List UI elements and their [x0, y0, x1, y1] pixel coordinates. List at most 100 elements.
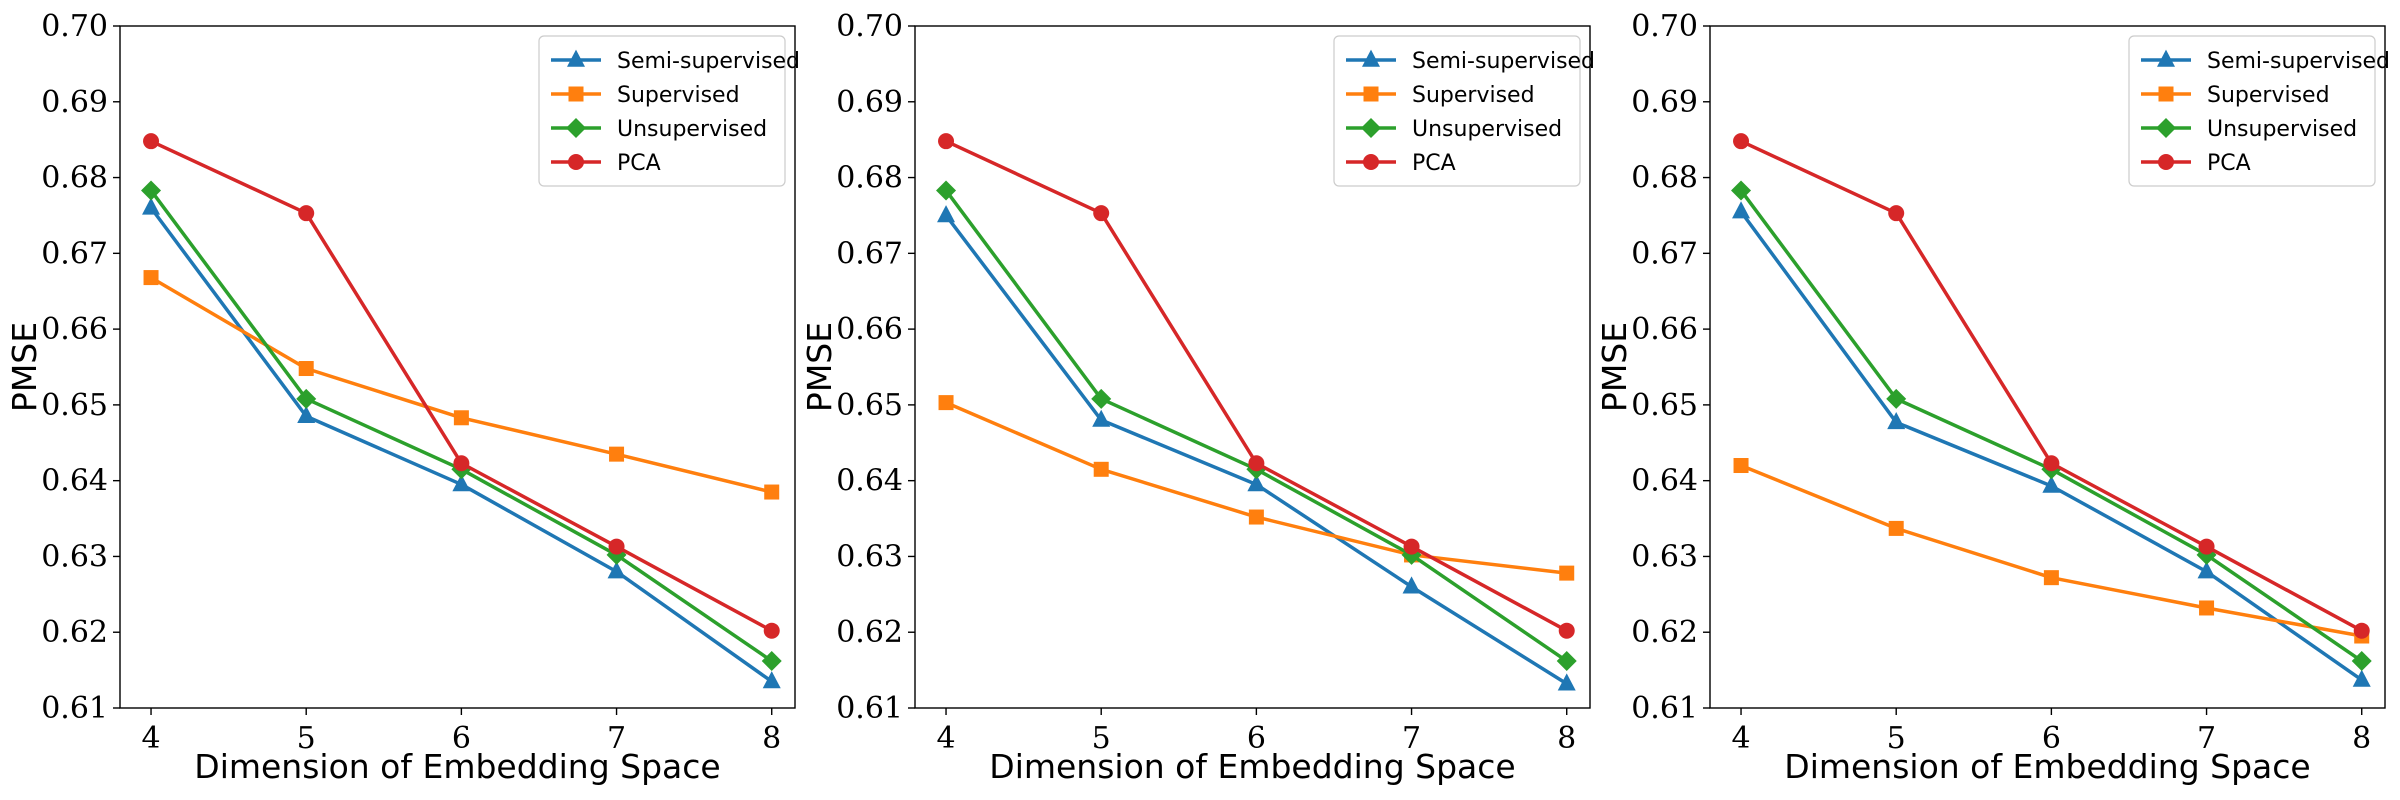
- y-tick-label: 0.69: [836, 85, 903, 120]
- series-line: [1739, 210, 2363, 682]
- data-point: [761, 651, 782, 672]
- series-unsupervised: [936, 180, 1577, 672]
- legend-marker: [567, 49, 585, 67]
- data-point: [608, 538, 625, 555]
- y-tick-label: 0.63: [41, 539, 108, 574]
- series-supervised: [938, 395, 1575, 581]
- y-tick-label: 0.68: [41, 161, 108, 196]
- legend-marker: [2157, 49, 2175, 67]
- data-point: [938, 133, 955, 150]
- y-tick-label: 0.65: [836, 388, 903, 423]
- y-tick-label: 0.65: [41, 388, 108, 423]
- series-line: [1740, 139, 2363, 633]
- y-tick-label: 0.68: [836, 161, 903, 196]
- y-tick-label: 0.63: [1631, 539, 1698, 574]
- legend-label: PCA: [617, 151, 661, 176]
- data-point: [1888, 520, 1904, 536]
- data-point: [1556, 651, 1577, 672]
- y-tick-label: 0.70: [836, 9, 903, 44]
- series-pca: [143, 133, 780, 639]
- y-tick-label: 0.61: [1631, 691, 1698, 726]
- data-point: [1093, 205, 1110, 222]
- legend-label: Semi-supervised: [2207, 49, 2390, 74]
- legend-marker: [2158, 154, 2174, 170]
- plot-frame: [1709, 25, 2386, 709]
- series-pca: [938, 133, 1575, 639]
- data-point: [1887, 411, 1906, 430]
- series-semi-supervised: [937, 205, 1576, 691]
- y-tick-label: 0.69: [41, 85, 108, 120]
- y-tick-label: 0.63: [836, 539, 903, 574]
- data-point: [297, 405, 316, 424]
- y-tick-label: 0.66: [836, 312, 903, 347]
- y-tick-label: 0.70: [41, 9, 108, 44]
- y-tick-label: 0.64: [836, 464, 903, 499]
- data-point: [2042, 475, 2061, 493]
- x-tick-label: 5: [1092, 721, 1111, 756]
- x-tick-label: 8: [2352, 721, 2371, 756]
- y-tick-label: 0.66: [41, 312, 108, 347]
- data-point: [763, 622, 780, 639]
- data-point: [452, 474, 471, 492]
- legend-marker: [2158, 86, 2174, 102]
- legend-label: Supervised: [2207, 83, 2330, 108]
- x-tick-label: 6: [1247, 721, 1266, 756]
- data-point: [1248, 509, 1264, 525]
- x-axis-label: Dimension of Embedding Space: [1784, 747, 2310, 786]
- y-tick-label: 0.62: [836, 615, 903, 650]
- y-tick-label: 0.69: [1631, 85, 1698, 120]
- legend-box: [538, 35, 786, 187]
- y-tick-label: 0.64: [41, 464, 108, 499]
- y-axis-label: PMSE: [800, 322, 839, 412]
- legend-box: [2128, 35, 2376, 187]
- y-tick-label: 0.65: [1631, 388, 1698, 423]
- legend-label: PCA: [2207, 151, 2251, 176]
- y-tick-label: 0.61: [836, 691, 903, 726]
- data-point: [1093, 461, 1109, 477]
- data-point: [296, 388, 317, 409]
- data-point: [141, 180, 162, 201]
- x-tick-label: 4: [1731, 721, 1750, 756]
- x-tick-label: 7: [2197, 721, 2216, 756]
- series-line: [1739, 189, 2363, 663]
- series-supervised: [143, 270, 780, 500]
- chart-panel-2: 0.61 0.62 0.63 0.64 0.65 0.66 0.67 0.68 0.69 0.70…: [800, 9, 1595, 786]
- data-point: [1558, 622, 1575, 639]
- data-point: [764, 484, 780, 500]
- data-point: [1888, 205, 1905, 222]
- y-tick-label: 0.67: [836, 236, 903, 271]
- data-point: [1403, 538, 1420, 555]
- x-tick-label: 4: [936, 721, 955, 756]
- legend: Semi-supervised Supervised Unsupervised PCA: [538, 35, 800, 187]
- data-point: [2043, 455, 2060, 472]
- data-point: [1557, 673, 1576, 691]
- series-pca: [1733, 133, 2370, 639]
- legend-marker: [1363, 86, 1379, 102]
- x-tick-label: 4: [141, 721, 160, 756]
- x-tick-label: 8: [1557, 721, 1576, 756]
- data-point: [1733, 133, 1750, 150]
- y-tick-label: 0.67: [41, 236, 108, 271]
- series-line: [944, 214, 1568, 686]
- x-tick-label: 5: [1887, 721, 1906, 756]
- y-axis-label: PMSE: [1595, 322, 1634, 412]
- legend-label: Supervised: [617, 83, 740, 108]
- data-point: [1402, 576, 1421, 594]
- y-axis-label: PMSE: [5, 322, 44, 412]
- data-point: [453, 410, 469, 426]
- y-tick-label: 0.67: [1631, 236, 1698, 271]
- y-tick-label: 0.70: [1631, 9, 1698, 44]
- data-point: [1886, 388, 1907, 409]
- legend-marker: [568, 86, 584, 102]
- data-point: [2353, 622, 2370, 639]
- data-point: [1732, 201, 1751, 219]
- legend-label: PCA: [1412, 151, 1456, 176]
- x-axis-label: Dimension of Embedding Space: [989, 747, 1515, 786]
- y-tick-label: 0.66: [1631, 312, 1698, 347]
- legend-marker: [2156, 118, 2176, 138]
- y-tick-label: 0.64: [1631, 464, 1698, 499]
- plot-frame: [914, 25, 1591, 709]
- data-point: [762, 671, 781, 689]
- series-line: [945, 139, 1568, 633]
